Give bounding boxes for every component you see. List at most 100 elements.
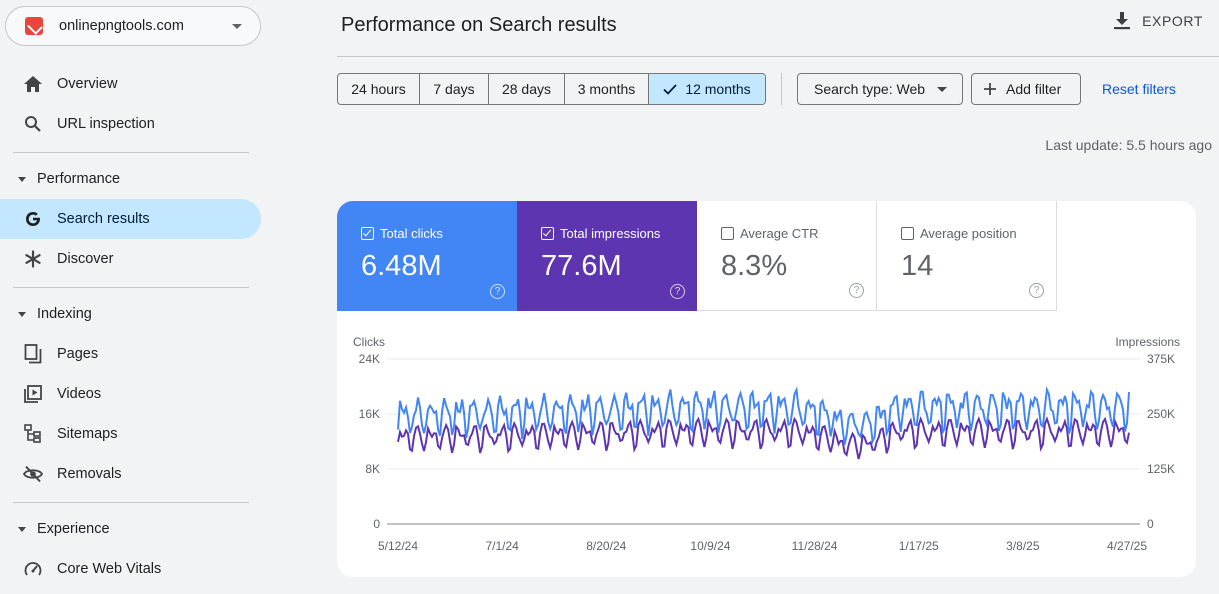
caret-down-icon <box>937 86 948 92</box>
sidebar-item-label: Sitemaps <box>57 426 118 442</box>
download-icon <box>1114 12 1131 30</box>
checkbox-checked-icon[interactable] <box>541 227 554 240</box>
sidebar-item-search-results[interactable]: Search results <box>0 199 261 239</box>
sidebar-section-experience[interactable]: Experience <box>0 514 261 544</box>
x-tick-label: 4/27/25 <box>1107 539 1147 553</box>
caret-down-icon <box>18 311 26 317</box>
sidebar-item-discover[interactable]: Discover <box>0 239 261 279</box>
y-right-tick-label: 250K <box>1147 407 1175 421</box>
range-24-hours[interactable]: 24 hours <box>338 74 420 104</box>
sidebar-item-pages[interactable]: Pages <box>0 334 261 374</box>
y-left-tick-label: 0 <box>373 517 380 531</box>
section-label: Experience <box>37 521 110 537</box>
metric-value: 8.3% <box>721 250 788 282</box>
asterisk-icon <box>23 249 43 269</box>
add-filter-button[interactable]: Add filter <box>971 73 1081 105</box>
y-right-tick-label: 0 <box>1147 517 1154 531</box>
sidebar-item-removals[interactable]: Removals <box>0 454 261 494</box>
pages-icon <box>23 344 43 364</box>
x-tick-label: 7/1/24 <box>485 539 519 553</box>
range-28-days[interactable]: 28 days <box>489 74 565 104</box>
sidebar-item-label: Overview <box>57 76 118 92</box>
metric-value: 14 <box>901 250 934 282</box>
metric-value: 77.6M <box>541 250 622 282</box>
metric-total-clicks[interactable]: Total clicks 6.48M ? <box>337 201 517 311</box>
help-icon[interactable]: ? <box>670 284 685 299</box>
x-tick-label: 3/8/25 <box>1006 539 1040 553</box>
last-update-text: Last update: 5.5 hours ago <box>1045 137 1212 153</box>
page-title: Performance on Search results <box>341 14 617 36</box>
x-tick-label: 11/28/24 <box>792 539 838 553</box>
search-icon <box>23 114 43 134</box>
range-3-months[interactable]: 3 months <box>565 74 649 104</box>
property-name: onlinepngtools.com <box>59 18 184 34</box>
reset-filters-link[interactable]: Reset filters <box>1102 81 1176 97</box>
search-type-label: Search type: Web <box>814 81 926 97</box>
range-7-days[interactable]: 7 days <box>420 74 489 104</box>
x-tick-label: 5/12/24 <box>378 539 418 553</box>
sidebar-item-overview[interactable]: Overview <box>0 64 261 104</box>
y-right-tick-label: 125K <box>1147 462 1175 476</box>
export-button[interactable]: EXPORT <box>1114 12 1203 30</box>
home-icon <box>23 74 43 94</box>
sidebar-divider <box>13 287 249 288</box>
range-label: 24 hours <box>351 81 406 97</box>
metric-label: Average position <box>920 226 1017 241</box>
export-label: EXPORT <box>1142 13 1203 29</box>
sidebar-divider <box>13 152 249 153</box>
sidebar-item-label: Pages <box>57 346 99 362</box>
sidebar-section-indexing[interactable]: Indexing <box>0 299 261 329</box>
property-selector[interactable]: onlinepngtools.com <box>5 6 261 46</box>
add-filter-label: Add filter <box>1006 81 1062 97</box>
caret-down-icon <box>18 176 26 182</box>
x-tick-label: 10/9/24 <box>690 539 730 553</box>
performance-chart[interactable]: Clicks Impressions 24K 16K 8K 0 375K 250K 125… <box>337 311 1196 577</box>
left-axis-title: Clicks <box>353 335 385 349</box>
x-tick-label: 8/20/24 <box>586 539 626 553</box>
sidebar-item-videos[interactable]: Videos <box>0 374 261 414</box>
checkbox-unchecked-icon[interactable] <box>901 227 914 240</box>
plus-icon <box>984 83 996 95</box>
metric-value: 6.48M <box>361 250 442 282</box>
site-favicon-icon <box>25 17 43 35</box>
sidebar-item-label: Core Web Vitals <box>57 561 162 577</box>
help-icon[interactable]: ? <box>849 283 864 298</box>
google-g-icon <box>23 209 43 229</box>
search-type-filter[interactable]: Search type: Web <box>797 73 963 105</box>
x-tick-label: 1/17/25 <box>899 539 939 553</box>
filter-divider <box>781 73 782 105</box>
section-label: Indexing <box>37 306 92 322</box>
checkbox-unchecked-icon[interactable] <box>721 227 734 240</box>
chevron-down-icon <box>232 24 242 29</box>
section-label: Performance <box>37 171 121 187</box>
y-right-tick-label: 375K <box>1147 352 1175 366</box>
metric-total-impressions[interactable]: Total impressions 77.6M ? <box>517 201 697 311</box>
impressions-series-line <box>397 416 1130 460</box>
help-icon[interactable]: ? <box>490 284 505 299</box>
help-icon[interactable]: ? <box>1029 283 1044 298</box>
date-range-selector: 24 hours 7 days 28 days 3 months 12 mont… <box>337 73 766 105</box>
sidebar-item-label: Videos <box>57 386 102 402</box>
y-left-tick-label: 8K <box>365 462 380 476</box>
y-left-tick-label: 24K <box>359 352 380 366</box>
sidebar-item-label: Removals <box>57 466 122 482</box>
sidebar-item-core-web-vitals[interactable]: Core Web Vitals <box>0 549 261 589</box>
metric-label: Total clicks <box>380 226 443 241</box>
range-12-months[interactable]: 12 months <box>649 74 765 104</box>
sidebar-item-sitemaps[interactable]: Sitemaps <box>0 414 261 454</box>
range-label: 3 months <box>577 81 636 97</box>
sidebar-item-url-inspection[interactable]: URL inspection <box>0 104 261 144</box>
sidebar-item-label: Discover <box>57 251 114 267</box>
video-icon <box>23 384 43 404</box>
range-label: 12 months <box>685 81 751 97</box>
caret-down-icon <box>18 526 26 532</box>
metric-label: Total impressions <box>560 226 661 241</box>
checkbox-checked-icon[interactable] <box>361 227 374 240</box>
metric-average-ctr[interactable]: Average CTR 8.3% ? <box>697 201 877 311</box>
speed-gauge-icon <box>23 559 43 579</box>
metric-average-position[interactable]: Average position 14 ? <box>877 201 1057 311</box>
sidebar-divider <box>13 502 249 503</box>
sidebar-section-performance[interactable]: Performance <box>0 164 261 194</box>
header-divider <box>337 56 1219 57</box>
right-axis-title: Impressions <box>1115 335 1180 349</box>
